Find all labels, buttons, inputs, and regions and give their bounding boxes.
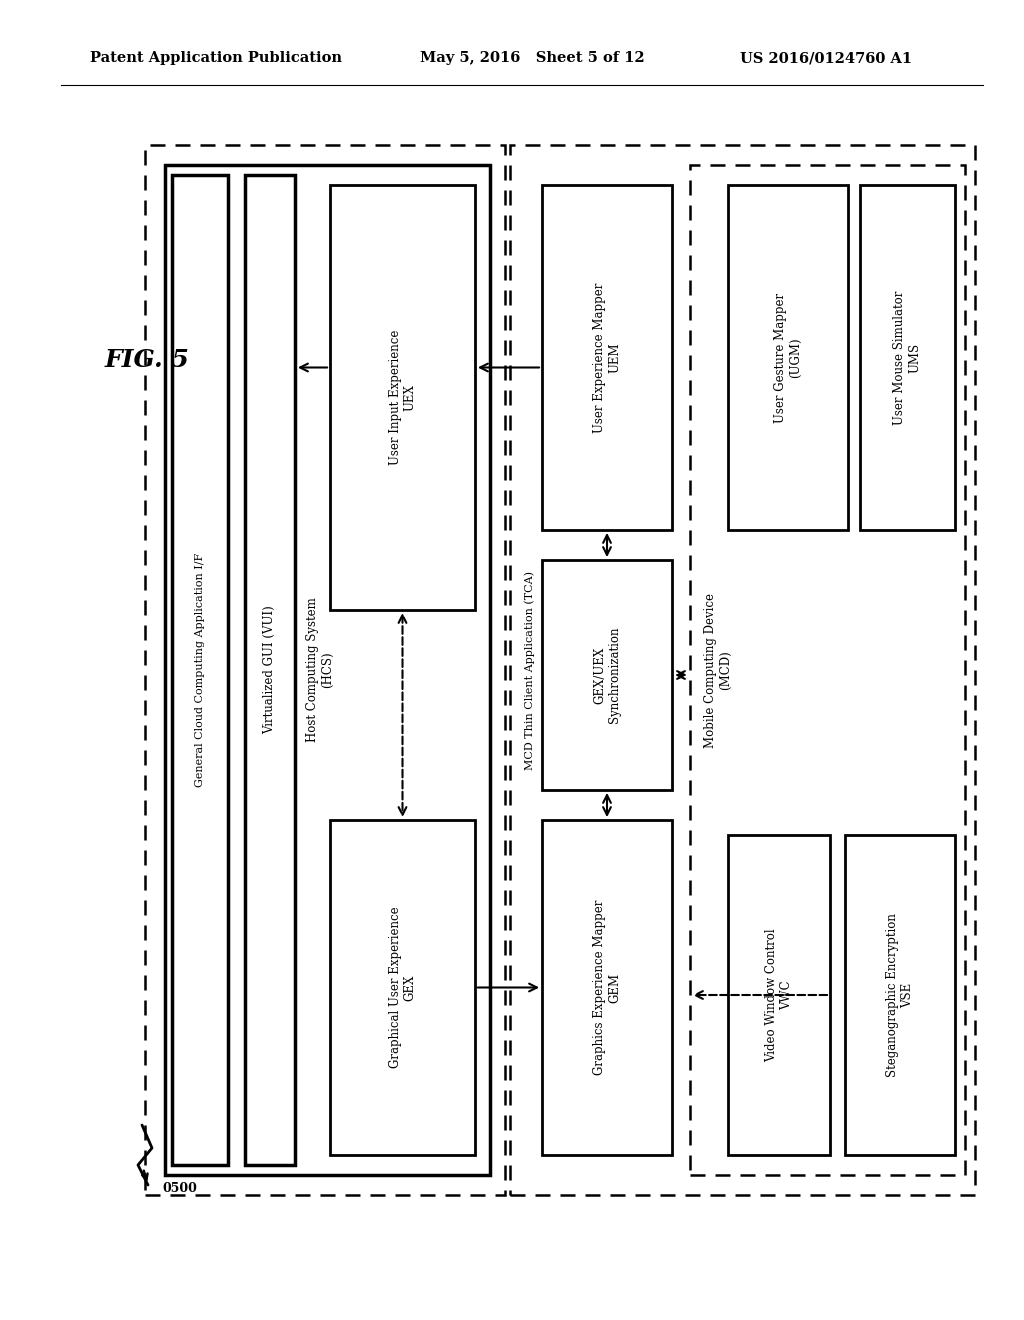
- Text: Steganographic Encryption
VSE: Steganographic Encryption VSE: [886, 913, 914, 1077]
- Text: Mobile Computing Device
(MCD): Mobile Computing Device (MCD): [705, 593, 732, 747]
- Bar: [542, 560, 672, 789]
- Bar: [728, 185, 848, 531]
- Text: Graphics Experience Mapper
GEM: Graphics Experience Mapper GEM: [593, 900, 621, 1076]
- Text: User Mouse Simulator
UMS: User Mouse Simulator UMS: [894, 290, 922, 425]
- Text: User Input Experience
UEX: User Input Experience UEX: [388, 330, 417, 465]
- Text: GEX/UEX
Synchronization: GEX/UEX Synchronization: [593, 627, 621, 723]
- Bar: [145, 145, 505, 1195]
- Text: MCD Thin Client Application (TCA): MCD Thin Client Application (TCA): [524, 570, 536, 770]
- Bar: [165, 165, 490, 1175]
- Text: US 2016/0124760 A1: US 2016/0124760 A1: [740, 51, 912, 65]
- Bar: [510, 145, 975, 1195]
- Bar: [330, 185, 475, 610]
- Bar: [690, 165, 965, 1175]
- Bar: [172, 176, 228, 1166]
- Text: Host Computing System
(HCS): Host Computing System (HCS): [306, 598, 334, 742]
- Bar: [245, 176, 295, 1166]
- Text: User Gesture Mapper
(UGM): User Gesture Mapper (UGM): [774, 293, 802, 422]
- Text: FIG. 5: FIG. 5: [105, 348, 189, 372]
- Bar: [860, 185, 955, 531]
- Bar: [542, 185, 672, 531]
- Bar: [728, 836, 830, 1155]
- Bar: [330, 820, 475, 1155]
- Text: User Experience Mapper
UEM: User Experience Mapper UEM: [593, 282, 621, 433]
- Text: Patent Application Publication: Patent Application Publication: [90, 51, 342, 65]
- Text: Video Window Control
VWC: Video Window Control VWC: [765, 928, 793, 1061]
- Text: May 5, 2016   Sheet 5 of 12: May 5, 2016 Sheet 5 of 12: [420, 51, 645, 65]
- Text: Virtualized GUI (VUI): Virtualized GUI (VUI): [263, 606, 276, 734]
- Bar: [845, 836, 955, 1155]
- Text: 0500: 0500: [162, 1181, 197, 1195]
- Text: Graphical User Experience
GEX: Graphical User Experience GEX: [388, 907, 417, 1068]
- Bar: [542, 820, 672, 1155]
- Text: General Cloud Computing Application I/F: General Cloud Computing Application I/F: [195, 553, 205, 787]
